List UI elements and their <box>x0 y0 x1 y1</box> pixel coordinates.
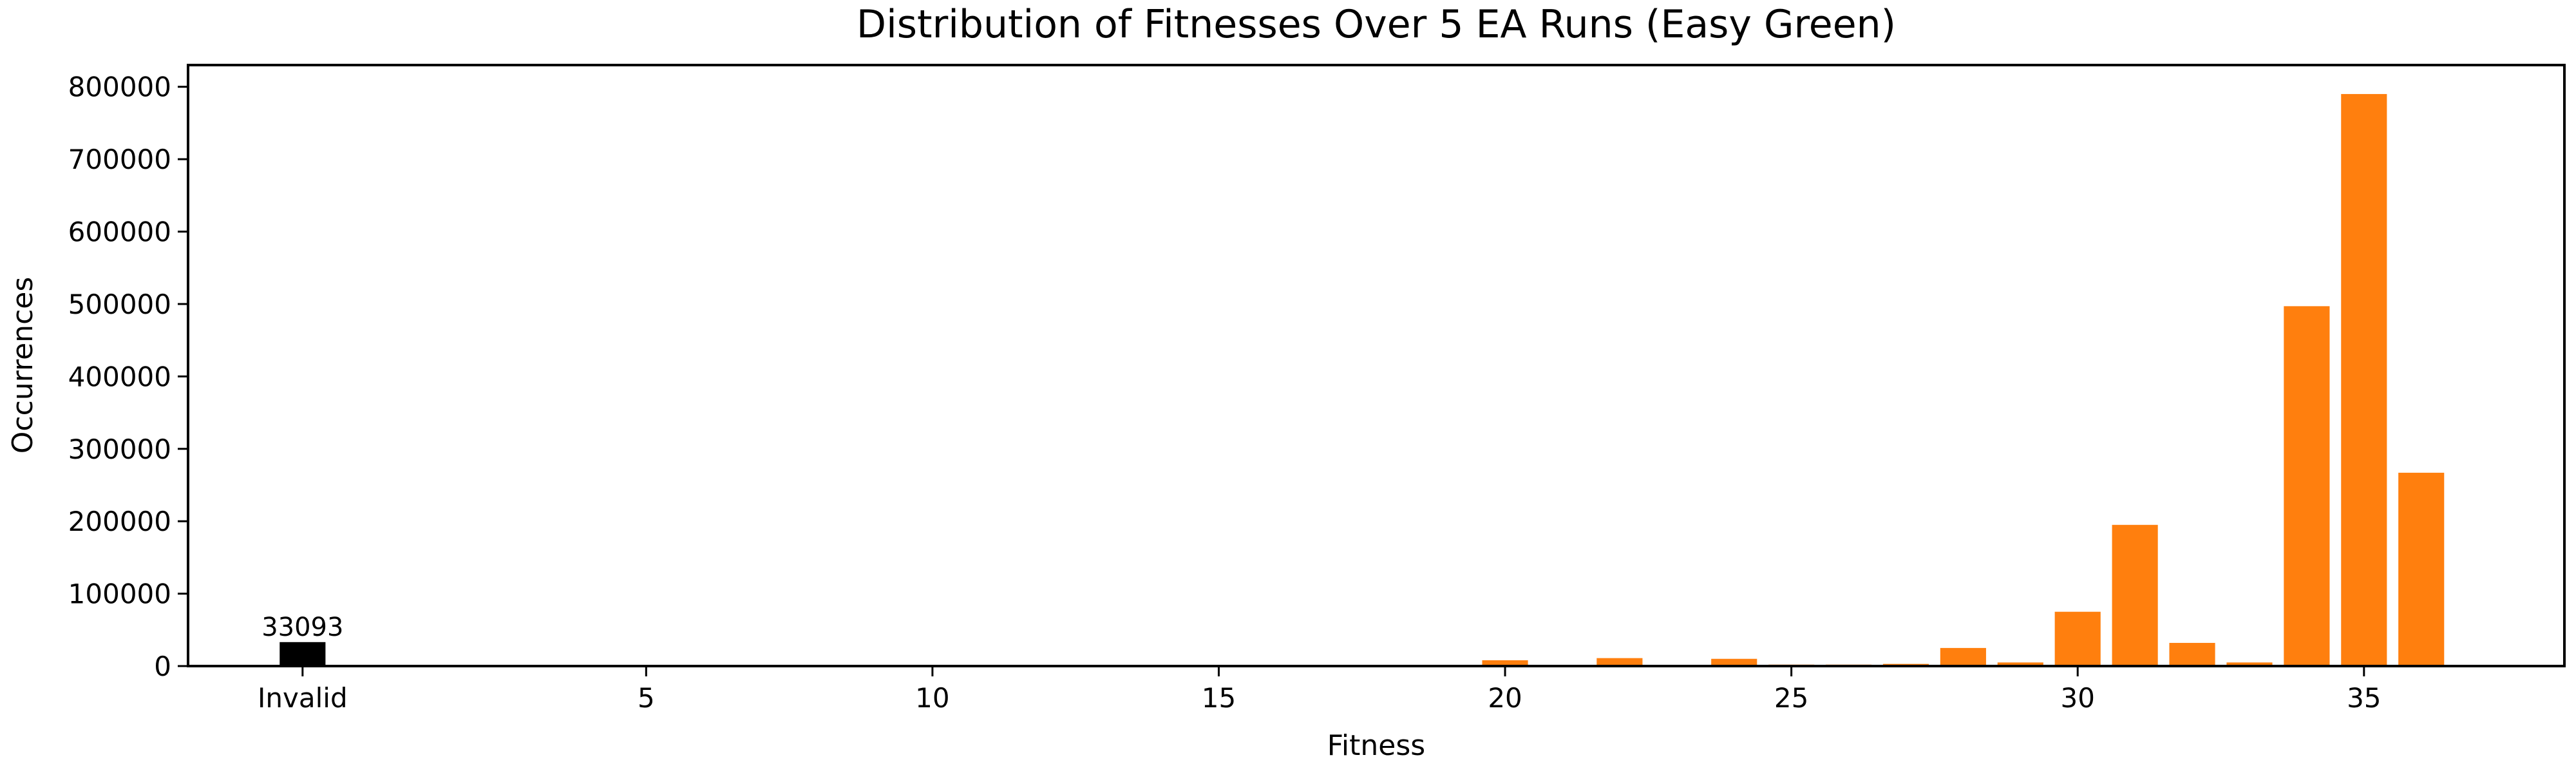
bar <box>2398 472 2445 666</box>
x-tick-label: 15 <box>1202 682 1236 714</box>
plot-frame <box>187 64 2566 667</box>
x-tick-label: 20 <box>1488 682 1522 714</box>
bar <box>2226 662 2273 666</box>
bar <box>279 642 326 666</box>
y-tick-label: 0 <box>154 651 171 682</box>
bar <box>2169 643 2215 666</box>
bar-data-label: 33093 <box>261 613 343 642</box>
x-tick-label: 5 <box>638 682 655 714</box>
bar <box>2284 306 2330 666</box>
bar <box>1482 660 1528 666</box>
chart-title: Distribution of Fitnesses Over 5 EA Runs… <box>857 2 1896 47</box>
x-axis-label: Fitness <box>1327 729 1425 762</box>
x-tick-label: 35 <box>2347 682 2381 714</box>
x-tick-label: Invalid <box>258 682 348 714</box>
x-tick-label: 25 <box>1774 682 1808 714</box>
bar <box>1596 658 1643 666</box>
x-tick-label: 30 <box>2060 682 2094 714</box>
y-tick-label: 800000 <box>68 72 171 103</box>
y-axis-label: Occurrences <box>6 277 39 453</box>
bar <box>2112 524 2158 666</box>
bar <box>2341 93 2387 666</box>
bar <box>1711 658 1757 666</box>
y-tick-label: 500000 <box>68 289 171 320</box>
plot-area: 33093 Invalid 5 10 15 20 25 30 35 0 100000 200000 30… <box>68 72 2445 714</box>
bar <box>1997 662 2043 666</box>
x-tick-label: 10 <box>915 682 949 714</box>
y-tick-label: 100000 <box>68 578 171 610</box>
y-tick-label: 200000 <box>68 506 171 537</box>
y-tick-label: 600000 <box>68 216 171 248</box>
bar <box>2054 611 2101 666</box>
y-tick-label: 700000 <box>68 144 171 175</box>
bar <box>1940 647 1986 666</box>
y-tick-label: 400000 <box>68 361 171 392</box>
y-tick-label: 300000 <box>68 434 171 465</box>
